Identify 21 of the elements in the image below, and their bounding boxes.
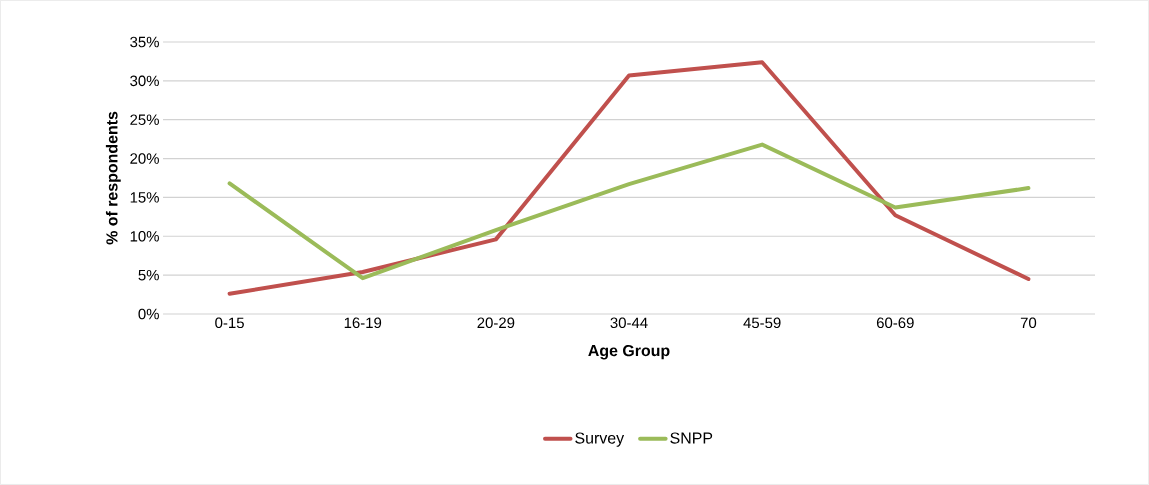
x-tick-label: 60-69 bbox=[876, 317, 914, 329]
y-tick-label: 25% bbox=[130, 114, 159, 125]
x-tick-label: 70 bbox=[1020, 317, 1037, 329]
line-series bbox=[227, 60, 1031, 296]
x-tick-label: 30-44 bbox=[610, 317, 648, 329]
y-tick-label: 0% bbox=[138, 308, 159, 320]
x-tick-label: 45-59 bbox=[743, 317, 781, 329]
y-tick-label: 30% bbox=[130, 75, 159, 87]
legend-label: Survey bbox=[575, 432, 625, 447]
y-tick-label: 20% bbox=[130, 153, 159, 164]
line-series bbox=[227, 142, 1031, 281]
x-tick-label: 0-15 bbox=[215, 317, 244, 329]
x-tick-label: 16-19 bbox=[344, 317, 382, 329]
y-axis-title: % of respondents bbox=[105, 111, 121, 245]
y-tick-label: 10% bbox=[130, 230, 159, 242]
x-axis-title: Age Group bbox=[588, 344, 670, 360]
legend-label: SNPP bbox=[670, 432, 713, 444]
y-tick-label: 5% bbox=[138, 269, 159, 281]
y-tick-label: 35% bbox=[130, 36, 159, 48]
x-tick-label: 20-29 bbox=[477, 317, 515, 329]
y-tick-label: 15% bbox=[130, 192, 159, 203]
